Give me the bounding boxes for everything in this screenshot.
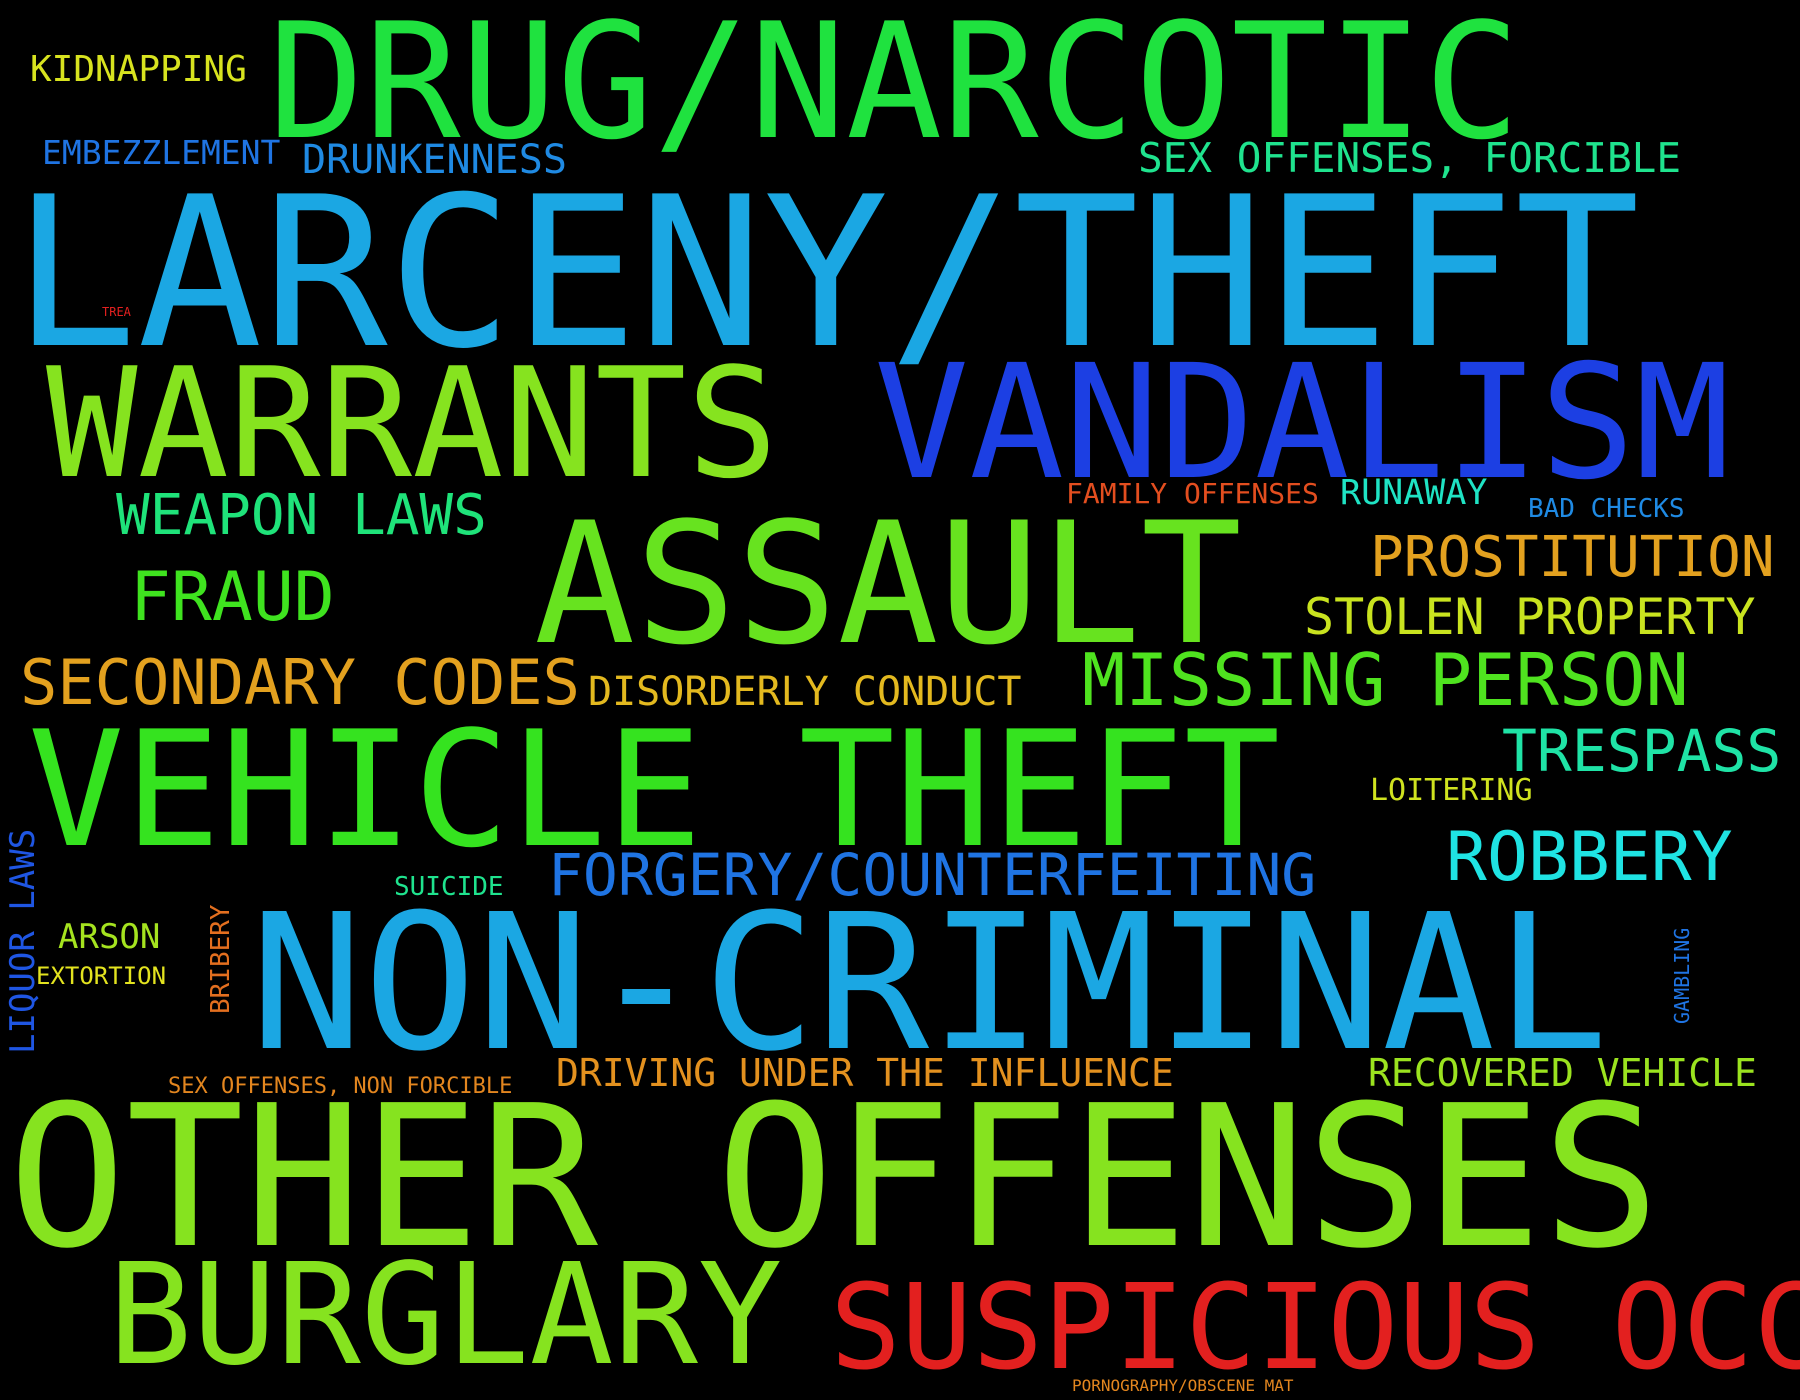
word-pornography-obscene-mat: PORNOGRAPHY/OBSCENE MAT xyxy=(1072,1376,1294,1395)
word-warrants: WARRANTS xyxy=(46,335,779,512)
word-missing-person: MISSING PERSON xyxy=(1082,638,1689,722)
word-stolen-property: STOLEN PROPERTY xyxy=(1304,588,1756,646)
word-vehicle-theft: VEHICLE THEFT xyxy=(28,696,1281,883)
word-non-criminal: NON-CRIMINAL xyxy=(250,874,1609,1093)
word-drunkenness: DRUNKENNESS xyxy=(302,137,567,183)
word-burglary: BURGLARY xyxy=(108,1234,783,1397)
word-extortion: EXTORTION xyxy=(36,962,167,990)
word-larceny-theft: LARCENY/THEFT xyxy=(12,153,1640,395)
word-weapon-laws: WEAPON LAWS xyxy=(116,483,487,548)
word-gambling: GAMBLING xyxy=(1670,927,1694,1024)
word-arson: ARSON xyxy=(58,917,161,957)
word-robbery: ROBBERY xyxy=(1446,818,1733,897)
word-sex-offenses-forcible: SEX OFFENSES, FORCIBLE xyxy=(1138,134,1682,182)
word-kidnapping: KIDNAPPING xyxy=(30,49,247,90)
word-driving-under-the-influence: DRIVING UNDER THE INFLUENCE xyxy=(556,1051,1174,1095)
word-assault: ASSAULT xyxy=(534,486,1243,682)
word-recovered-vehicle: RECOVERED VEHICLE xyxy=(1368,1051,1757,1095)
word-trespass: TRESPASS xyxy=(1502,717,1782,785)
word-fraud: FRAUD xyxy=(130,558,335,637)
word-embezzlement: EMBEZZLEMENT xyxy=(42,133,281,172)
word-loitering: LOITERING xyxy=(1370,773,1533,808)
word-vandalism: VANDALISM xyxy=(874,331,1731,515)
word-bad-checks: BAD CHECKS xyxy=(1528,494,1685,524)
word-secondary-codes: SECONDARY CODES xyxy=(20,646,580,719)
word-other-offenses: OTHER OFFENSES xyxy=(8,1064,1661,1292)
word-runaway: RUNAWAY xyxy=(1340,473,1488,513)
word-suspicious-occ: SUSPICIOUS OCC xyxy=(830,1258,1800,1396)
word-bribery: BRIBERY xyxy=(206,904,236,1014)
word-prostitution: PROSTITUTION xyxy=(1370,525,1775,590)
word-suicide: SUICIDE xyxy=(394,872,504,902)
word-sex-offenses-non-forcible: SEX OFFENSES, NON FORCIBLE xyxy=(168,1074,513,1099)
word-forgery-counterfeiting: FORGERY/COUNTERFEITING xyxy=(548,841,1317,909)
word-liquor-laws: LIQUOR LAWS xyxy=(3,828,43,1054)
word-drug-narcotic: DRUG/NARCOTIC xyxy=(268,0,1521,175)
word-disorderly-conduct: DISORDERLY CONDUCT xyxy=(588,669,1022,715)
word-trea: TREA xyxy=(102,305,131,319)
word-family-offenses: FAMILY OFFENSES xyxy=(1066,477,1319,510)
